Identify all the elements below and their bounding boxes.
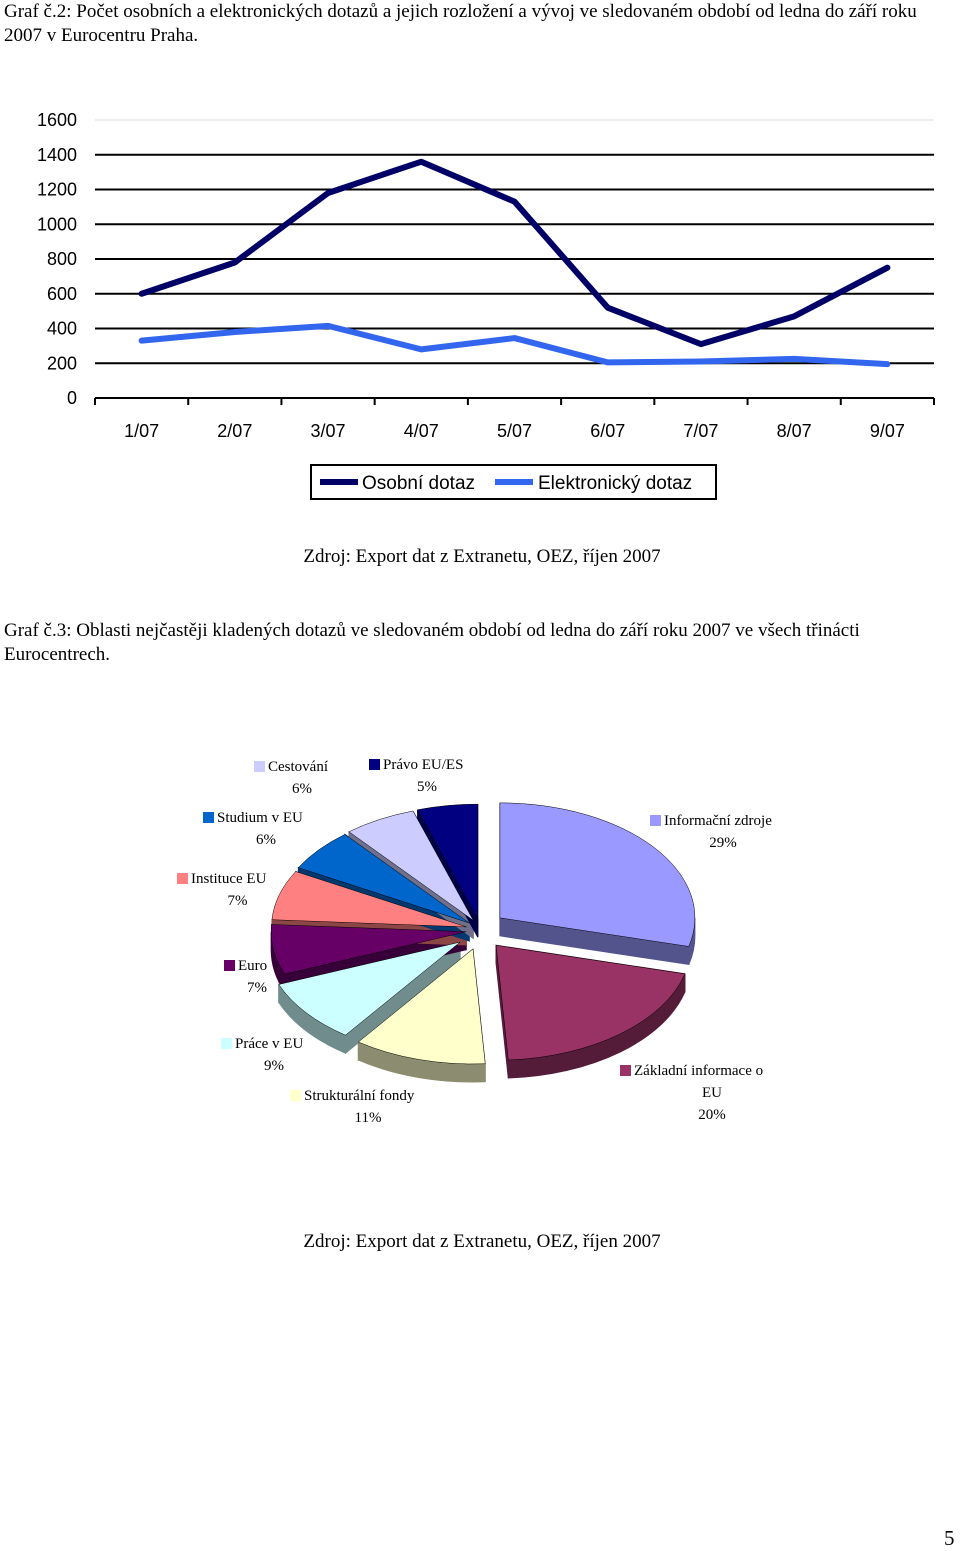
pie-label-percent: 5% bbox=[417, 779, 437, 795]
y-tick-label: 600 bbox=[47, 284, 77, 304]
series-line-osobni-dotaz bbox=[138, 158, 891, 348]
pie-legend-swatch bbox=[221, 1038, 232, 1049]
pie-label-name: Práce v EU bbox=[235, 1036, 303, 1052]
pie-label-name: Cestování bbox=[268, 759, 328, 775]
pie-label-percent: 11% bbox=[355, 1110, 382, 1126]
line-chart-series bbox=[138, 158, 891, 368]
pie-label-4: Euro 7% bbox=[224, 958, 267, 996]
pie-legend-swatch bbox=[224, 960, 235, 971]
pie-label-percent: 6% bbox=[292, 781, 312, 797]
pie-label-percent: 7% bbox=[228, 893, 248, 909]
x-tick-label: 2/07 bbox=[217, 421, 252, 441]
line-chart: 0 200 400 600 800 1000 1200 1400 1600 1/07 2/07 3/… bbox=[37, 110, 935, 500]
line-chart-gridlines bbox=[95, 119, 934, 365]
graph-3-caption: Graf č.3: Oblasti nejčastěji kladených d… bbox=[4, 620, 860, 665]
pie-legend-swatch bbox=[177, 873, 188, 884]
x-tick-label: 5/07 bbox=[497, 421, 532, 441]
pie-label-6: Studium v EU 6% bbox=[203, 810, 303, 848]
pie-slice bbox=[278, 941, 461, 1036]
pie-labels: Informační zdroje 29% Základní informace o… bbox=[177, 757, 772, 1126]
pie-label-name: Strukturální fondy bbox=[304, 1088, 415, 1104]
x-tick-label: 7/07 bbox=[683, 421, 718, 441]
pie-legend-swatch bbox=[203, 812, 214, 823]
x-tick-label: 8/07 bbox=[777, 421, 812, 441]
y-tick-label: 800 bbox=[47, 249, 77, 269]
pie-label-name-cont: EU bbox=[702, 1085, 722, 1101]
pie-slice bbox=[271, 871, 467, 928]
x-tick-label: 1/07 bbox=[124, 421, 159, 441]
pie-label-name: Právo EU/ES bbox=[383, 757, 463, 773]
pie-slice bbox=[297, 834, 470, 924]
pie-slice bbox=[499, 802, 696, 947]
pie-label-percent: 7% bbox=[247, 980, 267, 996]
line-chart-legend: Osobní dotaz Elektronický dotaz bbox=[310, 464, 717, 500]
pie-slice bbox=[357, 948, 486, 1065]
pie-label-percent: 20% bbox=[698, 1107, 726, 1123]
pie-label-name: Základní informace o bbox=[634, 1063, 763, 1079]
pie-label-5: Instituce EU 7% bbox=[177, 871, 267, 909]
x-tick-label: 6/07 bbox=[590, 421, 625, 441]
y-tick-label: 1400 bbox=[37, 145, 77, 165]
y-tick-label: 0 bbox=[67, 388, 77, 408]
pie-legend-swatch bbox=[290, 1090, 301, 1101]
x-tick-label: 4/07 bbox=[404, 421, 439, 441]
graph-3-source: Zdroj: Export dat z Extranetu, OEZ, říje… bbox=[303, 1231, 661, 1252]
x-tick-label: 9/07 bbox=[870, 421, 905, 441]
pie-label-7: Cestování 6% bbox=[254, 759, 328, 797]
x-tick-label: 3/07 bbox=[311, 421, 346, 441]
legend-label: Elektronický dotaz bbox=[538, 473, 692, 494]
series-line-elektronicky-dotaz bbox=[138, 322, 891, 368]
pie-label-name: Instituce EU bbox=[191, 871, 267, 887]
pie-label-2: Strukturální fondy 11% bbox=[290, 1088, 415, 1126]
pie-label-0: Informační zdroje 29% bbox=[650, 813, 772, 851]
pie-label-name: Studium v EU bbox=[217, 810, 303, 826]
pie-slice bbox=[417, 803, 479, 920]
pie-label-percent: 9% bbox=[264, 1058, 284, 1074]
page-number: 5 bbox=[944, 1526, 955, 1550]
y-tick-label: 200 bbox=[47, 353, 77, 373]
pie-label-8: Právo EU/ES 5% bbox=[369, 757, 463, 795]
pie-chart: Informační zdroje 29% Základní informace o… bbox=[177, 757, 772, 1126]
graph-2-source: Zdroj: Export dat z Extranetu, OEZ, říje… bbox=[303, 546, 661, 567]
line-chart-x-tick-labels: 1/07 2/07 3/07 4/07 5/07 6/07 7/07 8/07 9/07 bbox=[124, 421, 905, 441]
y-tick-label: 400 bbox=[47, 319, 77, 339]
line-chart-y-tick-labels: 0 200 400 600 800 1000 1200 1400 1600 bbox=[37, 110, 77, 408]
legend-label: Osobní dotaz bbox=[362, 473, 475, 494]
pie-label-percent: 6% bbox=[256, 832, 276, 848]
pie-legend-swatch bbox=[620, 1065, 631, 1076]
pie-label-name: Euro bbox=[238, 958, 267, 974]
pie-legend-swatch bbox=[254, 761, 265, 772]
pie-label-3: Práce v EU 9% bbox=[221, 1036, 303, 1074]
pie-label-percent: 29% bbox=[709, 835, 737, 851]
pie-slice bbox=[495, 944, 686, 1061]
pie-slices bbox=[270, 802, 696, 1083]
pie-legend-swatch bbox=[369, 759, 380, 770]
pie-slice bbox=[270, 924, 467, 975]
pie-label-1: Základní informace o EU 20% bbox=[620, 1063, 763, 1123]
pie-slice bbox=[348, 810, 474, 921]
pie-legend-swatch bbox=[650, 815, 661, 826]
line-chart-x-axis bbox=[94, 397, 935, 405]
graph-2-caption: Graf č.2: Počet osobních a elektronickýc… bbox=[4, 1, 917, 46]
pie-label-name: Informační zdroje bbox=[664, 813, 772, 829]
y-tick-label: 1600 bbox=[37, 110, 77, 130]
y-tick-label: 1200 bbox=[37, 180, 77, 200]
y-tick-label: 1000 bbox=[37, 214, 77, 234]
